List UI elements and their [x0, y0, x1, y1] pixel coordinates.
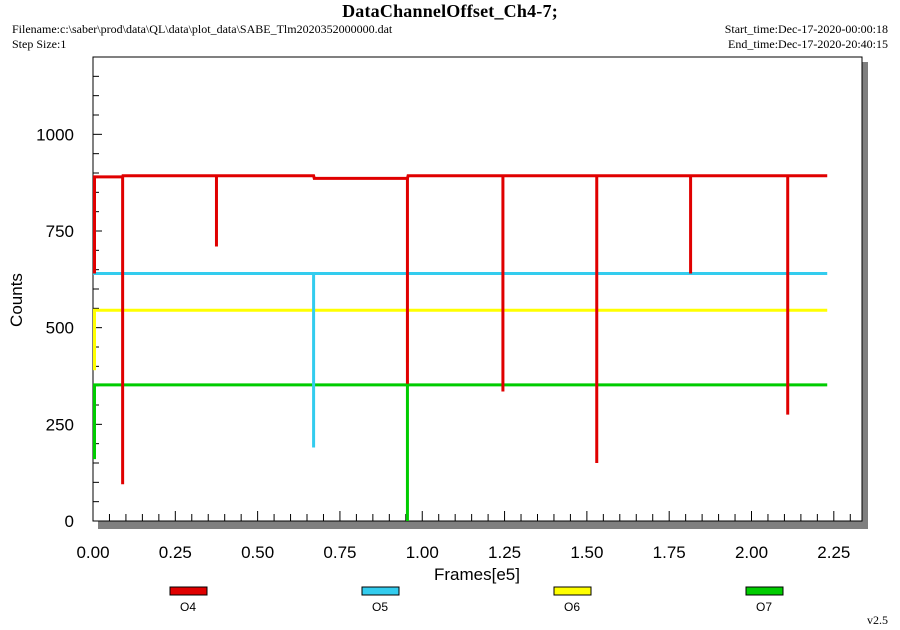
time-info: Start_time:Dec-17-2020-00:00:18 End_time…	[725, 22, 888, 52]
legend-swatch-o7	[745, 586, 784, 596]
legend-label-o6: O6	[564, 600, 580, 614]
y-tick-label: 1000	[36, 125, 74, 144]
y-tick-label: 0	[65, 512, 74, 531]
start-time-label: Start_time:Dec-17-2020-00:00:18	[724, 22, 888, 36]
filename-label: Filename:c:\saber\prod\data\QL\data\plot…	[12, 22, 393, 36]
x-tick-label: 1.50	[570, 543, 603, 562]
file-info: Filename:c:\saber\prod\data\QL\data\plot…	[12, 22, 392, 52]
x-tick-label: 2.00	[735, 543, 768, 562]
legend-swatch-o4	[169, 586, 208, 596]
x-tick-label: 0.50	[241, 543, 274, 562]
chart-title: DataChannelOffset_Ch4-7;	[342, 1, 558, 21]
x-tick-label: 0.00	[76, 543, 109, 562]
legend: O4 O5 O6 O7	[169, 586, 784, 614]
x-tick-label: 2.25	[817, 543, 850, 562]
series-layer	[93, 174, 828, 521]
x-axis: 0.00 0.25 0.50 0.75 1.00 1.25 1.50 1.75 2.00 2.25	[76, 511, 851, 562]
step-size-label: Step Size:1	[12, 37, 67, 51]
x-tick-label: 0.25	[159, 543, 192, 562]
x-tick-label: 1.75	[653, 543, 686, 562]
end-time-label: End_time:Dec-17-2020-20:40:15	[728, 37, 888, 51]
version-label: v2.5	[867, 613, 888, 627]
legend-label-o7: O7	[756, 600, 772, 614]
y-tick-label: 750	[46, 222, 74, 241]
y-tick-label: 500	[46, 319, 74, 338]
series-o4-line	[93, 174, 828, 180]
x-tick-label: 0.75	[323, 543, 356, 562]
legend-label-o4: O4	[180, 600, 196, 614]
legend-swatch-o5	[361, 586, 400, 596]
plot-area	[92, 56, 863, 522]
legend-swatch-o6	[553, 586, 592, 596]
y-axis-label: Counts	[7, 273, 26, 327]
y-axis: 0 250 500 750 1000	[36, 75, 102, 531]
x-tick-label: 1.00	[406, 543, 439, 562]
y-tick-label: 250	[46, 415, 74, 434]
legend-label-o5: O5	[372, 600, 388, 614]
x-tick-label: 1.25	[488, 543, 521, 562]
x-axis-label: Frames[e5]	[434, 565, 520, 584]
